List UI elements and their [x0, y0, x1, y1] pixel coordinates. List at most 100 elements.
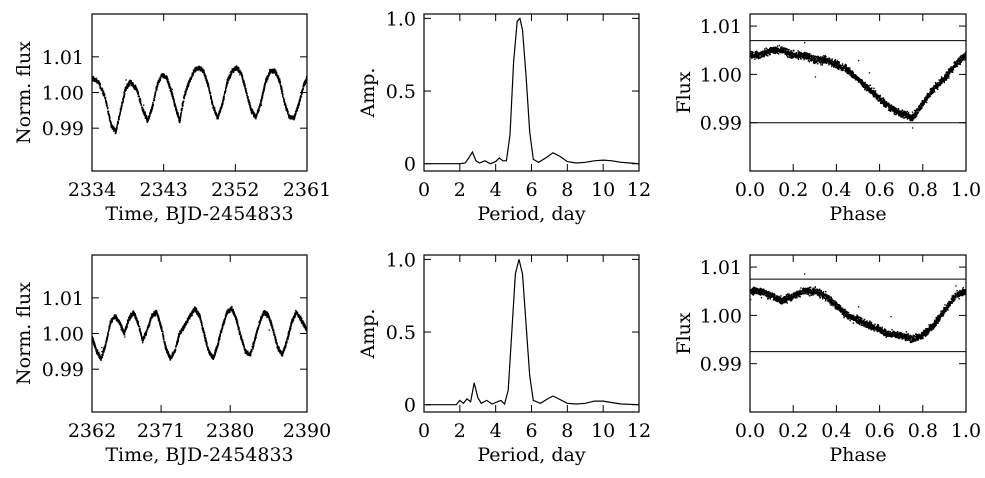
data-point	[282, 93, 284, 96]
data-point	[173, 99, 175, 101]
data-point	[750, 55, 753, 58]
data-point	[910, 116, 912, 118]
data-point	[909, 116, 911, 119]
data-point	[179, 118, 181, 120]
data-point	[254, 117, 256, 119]
data-point	[836, 61, 838, 63]
data-point	[848, 70, 851, 73]
data-point	[106, 104, 108, 106]
data-point	[764, 50, 767, 53]
data-point	[870, 92, 873, 94]
data-point	[292, 118, 294, 120]
data-point	[852, 77, 855, 79]
data-point	[299, 99, 301, 102]
data-point	[278, 80, 280, 82]
data-point	[166, 77, 168, 79]
data-point	[267, 77, 269, 80]
data-point	[938, 84, 940, 86]
data-point	[804, 57, 806, 59]
data-point	[921, 103, 923, 105]
data-point	[180, 113, 182, 115]
data-point	[908, 115, 910, 117]
data-point	[958, 60, 960, 62]
data-point	[841, 69, 843, 72]
data-point	[764, 48, 766, 50]
data-point	[228, 76, 230, 78]
x-tick-label: 1.0	[951, 179, 981, 201]
data-point	[293, 116, 296, 118]
data-point	[898, 110, 901, 112]
data-point	[881, 98, 884, 100]
data-point	[766, 52, 768, 54]
data-point	[898, 109, 900, 112]
data-point	[845, 69, 847, 72]
data-point	[769, 49, 771, 52]
data-point	[208, 86, 210, 88]
data-point	[204, 74, 206, 77]
data-point	[272, 71, 274, 73]
data-point	[166, 78, 169, 80]
data-point	[888, 108, 891, 110]
data-point	[99, 87, 101, 89]
data-point	[914, 116, 917, 118]
data-point	[962, 55, 964, 57]
data-point	[964, 55, 966, 57]
data-point	[951, 67, 953, 69]
data-point	[855, 78, 857, 81]
data-point	[144, 113, 147, 115]
data-point	[942, 77, 944, 79]
data-point	[767, 52, 769, 54]
data-point	[132, 84, 134, 86]
data-point	[214, 107, 216, 109]
data-point	[275, 73, 277, 75]
data-point	[144, 111, 146, 114]
data-point	[119, 111, 121, 114]
data-point	[889, 110, 892, 112]
data-point	[815, 55, 817, 58]
data-point	[266, 79, 268, 81]
data-point	[798, 56, 800, 58]
data-point	[808, 58, 811, 60]
data-point	[775, 47, 778, 49]
data-point	[224, 88, 227, 91]
data-point	[826, 59, 829, 61]
data-point	[134, 88, 136, 90]
data-point	[239, 71, 241, 74]
y-axis-label: Flux	[673, 71, 695, 113]
data-point	[823, 61, 826, 64]
data-point	[839, 64, 841, 66]
data-point	[906, 110, 909, 113]
data-point	[263, 86, 266, 88]
data-point	[784, 49, 786, 52]
data-point	[750, 53, 752, 55]
data-point	[96, 79, 98, 82]
data-point	[272, 68, 274, 71]
data-point	[107, 110, 109, 112]
data-point	[154, 94, 156, 96]
data-point	[830, 59, 832, 61]
data-point	[171, 88, 173, 90]
data-point	[120, 109, 122, 112]
data-point	[958, 60, 961, 62]
data-point	[884, 100, 886, 103]
data-point	[107, 107, 109, 109]
data-point	[203, 73, 206, 75]
data-point	[287, 112, 289, 115]
data-point	[256, 112, 258, 115]
data-point	[926, 99, 928, 101]
data-point	[130, 80, 132, 82]
data-point	[788, 55, 790, 57]
data-point	[952, 68, 954, 70]
data-point	[864, 81, 866, 84]
data-point	[298, 103, 300, 105]
data-point	[771, 50, 774, 53]
data-point	[788, 52, 791, 54]
data-point	[863, 84, 865, 86]
data-point	[772, 49, 774, 51]
data-point	[232, 71, 234, 73]
data-point	[911, 114, 913, 116]
data-point	[833, 60, 836, 62]
data-point	[764, 49, 766, 52]
data-point	[217, 113, 220, 115]
data-point	[230, 74, 232, 76]
